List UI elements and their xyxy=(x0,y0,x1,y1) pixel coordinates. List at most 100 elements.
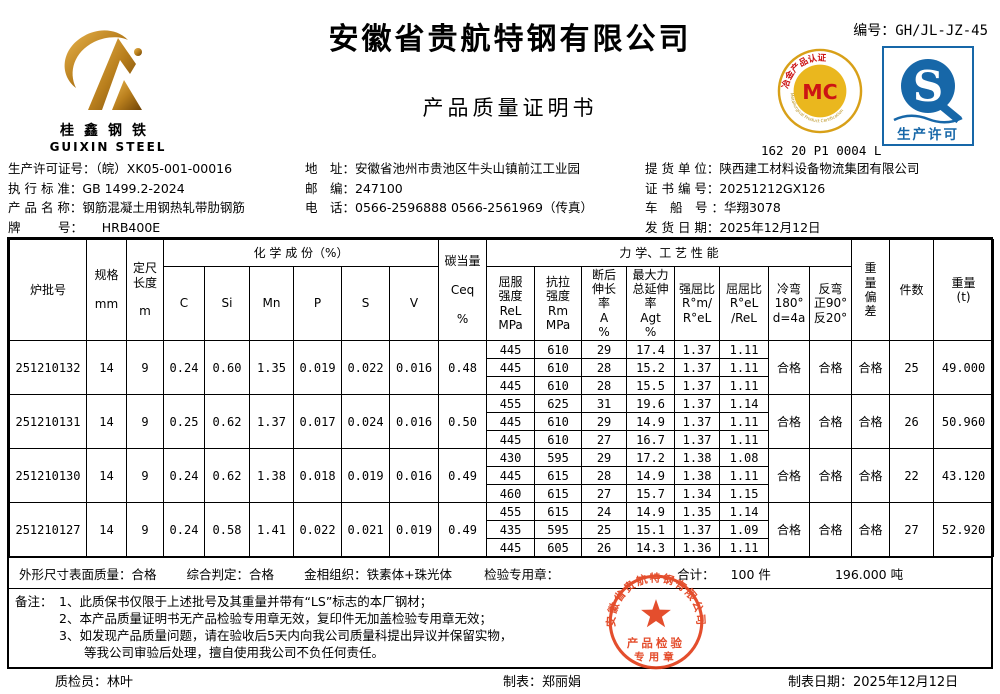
rel-cell: 445 xyxy=(486,430,536,449)
rm-cell: 605 xyxy=(534,538,583,557)
bottom-strip: 质检员：林叶 制表：郑丽娟 制表日期：2025年12月12日 xyxy=(0,671,1000,694)
a-cell: 29 xyxy=(581,448,628,467)
ship-date-value: 2025年12月12日 xyxy=(719,219,821,235)
a-cell: 28 xyxy=(581,358,628,377)
ratio2-cell: 1.09 xyxy=(719,520,770,539)
spec-cell: 14 xyxy=(86,340,127,395)
ratio1-cell: 1.37 xyxy=(674,520,721,539)
table-row: 251210132 14 9 0.24 0.60 1.35 0.019 0.02… xyxy=(9,340,995,395)
a-cell: 28 xyxy=(581,376,628,395)
info-column-left: 生产许可证号：（皖）XK05-001-00016 执 行 标 准：GB 1499… xyxy=(8,159,245,237)
col-header-reverse-bend: 反弯 正90° 反20° xyxy=(809,266,853,341)
surface-quality-value: 合格 xyxy=(131,566,157,582)
cert-no-label: 证 书 编 号： xyxy=(645,180,720,196)
ratio1-cell: 1.37 xyxy=(674,358,721,377)
mn-cell: 1.35 xyxy=(249,340,294,395)
col-header-ceq: 碳当量 Ceq % xyxy=(438,239,488,341)
address-value: 安徽省池州市贵池区牛头山镇前江工业园 xyxy=(355,161,581,176)
table-header-sub-row: C Si Mn P S V 屈服 强度 ReL MPa 抗拉 强度 Rm MPa… xyxy=(10,266,994,341)
phone-row: 电 话：0566-2596888 0566-2561969（传真） xyxy=(305,198,593,218)
postcode-value: 247100 xyxy=(355,180,403,196)
address-label: 地 址： xyxy=(305,161,356,176)
ratio2-cell: 1.11 xyxy=(719,376,770,395)
postcode-row: 邮 编：247100 xyxy=(305,179,593,199)
rm-cell: 595 xyxy=(534,520,583,539)
vehicle-row: 车 船 号 ：华翔3078 xyxy=(645,198,919,218)
pieces-cell: 26 xyxy=(889,394,935,449)
si-cell: 0.58 xyxy=(204,502,250,557)
col-header-weight-dev: 重 量 偏 差 xyxy=(851,239,891,341)
rel-cell: 455 xyxy=(486,394,536,413)
v-cell: 0.016 xyxy=(388,394,440,449)
length-cell: 9 xyxy=(126,394,164,449)
si-cell: 0.62 xyxy=(204,448,250,503)
remark-line: 3、如发现产品质量问题，请在验收后5天内向我公司质量科提出异议并保留实物， xyxy=(59,628,513,643)
spec-cell: 14 xyxy=(86,502,127,557)
reverse-bend-cell: 合格 xyxy=(809,502,853,557)
serial-label: 编号： xyxy=(853,23,896,39)
remark-line: 等我公司审验后处理，擅自使用我公司不负任何责任。 xyxy=(59,645,385,660)
rel-cell: 445 xyxy=(486,538,536,557)
guixin-logo-icon xyxy=(64,30,142,110)
standard-value: GB 1499.2-2024 xyxy=(82,180,185,196)
col-header-V: V xyxy=(388,266,440,341)
agt-cell: 19.6 xyxy=(626,394,676,413)
c-cell: 0.24 xyxy=(163,448,205,503)
mc-certificate-code: 162 20 P1 0004 L xyxy=(761,143,882,158)
ratio2-cell: 1.11 xyxy=(719,466,770,485)
metallographic-value: 铁素体+珠光体 xyxy=(366,566,453,582)
weight-dev-cell: 合格 xyxy=(851,448,891,503)
rm-cell: 615 xyxy=(534,502,583,521)
heat-no-cell: 251210130 xyxy=(9,448,87,503)
weight-cell: 43.120 xyxy=(933,448,995,503)
agt-cell: 16.7 xyxy=(626,430,676,449)
total-pieces: 100 件 xyxy=(730,566,771,582)
p-cell: 0.018 xyxy=(293,448,342,503)
table-row: 445 610 27 16.7 1.37 1.11 xyxy=(10,430,994,449)
ratio1-cell: 1.34 xyxy=(674,484,721,503)
weight-dev-cell: 合格 xyxy=(851,502,891,557)
remark-line: 2、本产品质量证明书无产品检验专用章无效，复印件无加盖检验专用章无效； xyxy=(59,611,492,626)
mc-badge-icon: MC 冶金产品认证 Metallurgical Product Certific… xyxy=(777,48,863,134)
agt-cell: 17.2 xyxy=(626,448,676,467)
agt-cell: 15.7 xyxy=(626,484,676,503)
ratio2-cell: 1.11 xyxy=(719,412,770,431)
ratio2-cell: 1.15 xyxy=(719,484,770,503)
mn-cell: 1.37 xyxy=(249,394,294,449)
consignee-label: 提 货 单 位： xyxy=(645,161,720,176)
license-no-value: （皖）XK05-001-00016 xyxy=(95,161,233,176)
summary-row: 外形尺寸表面质量： 合格 综合判定： 合格 金相组织： 铁素体+珠光体 检验专用章： … xyxy=(9,557,991,588)
ceq-cell: 0.49 xyxy=(438,502,488,557)
mn-cell: 1.38 xyxy=(249,448,294,503)
col-header-P: P xyxy=(293,266,342,341)
company-name: 安徽省贵航特钢有限公司 xyxy=(328,22,692,57)
remark-line: 1、此质保书仅限于上述批号及其重量并带有“LS”标志的本厂钢材； xyxy=(59,594,433,609)
rel-cell: 455 xyxy=(486,502,536,521)
serial-value: GH/JL-JZ-45 xyxy=(895,23,988,39)
rm-cell: 610 xyxy=(534,340,583,359)
weight-dev-cell: 合格 xyxy=(851,394,891,449)
weight-dev-cell: 合格 xyxy=(851,340,891,395)
ratio1-cell: 1.37 xyxy=(674,394,721,413)
weight-cell: 50.960 xyxy=(933,394,995,449)
reverse-bend-cell: 合格 xyxy=(809,340,853,395)
s-cell: 0.021 xyxy=(341,502,390,557)
table-row: 445 610 28 15.2 1.37 1.11 xyxy=(10,358,994,377)
agt-cell: 15.2 xyxy=(626,358,676,377)
col-header-ratio2: 屈屈比 R°eL /ReL xyxy=(719,266,770,341)
cold-bend-cell: 合格 xyxy=(768,340,811,395)
col-header-heat-no: 炉批号 xyxy=(9,239,87,341)
length-cell: 9 xyxy=(126,502,164,557)
col-header-agt: 最大力 总延伸 率 Agt % xyxy=(626,266,676,341)
a-cell: 27 xyxy=(581,484,628,503)
rel-cell: 445 xyxy=(486,412,536,431)
ratio1-cell: 1.37 xyxy=(674,412,721,431)
ceq-cell: 0.49 xyxy=(438,448,488,503)
p-cell: 0.019 xyxy=(293,340,342,395)
v-cell: 0.016 xyxy=(388,448,440,503)
ratio2-cell: 1.08 xyxy=(719,448,770,467)
mn-cell: 1.41 xyxy=(249,502,294,557)
qs-letter: S xyxy=(913,62,943,111)
standard-label: 执 行 标 准： xyxy=(8,180,83,196)
